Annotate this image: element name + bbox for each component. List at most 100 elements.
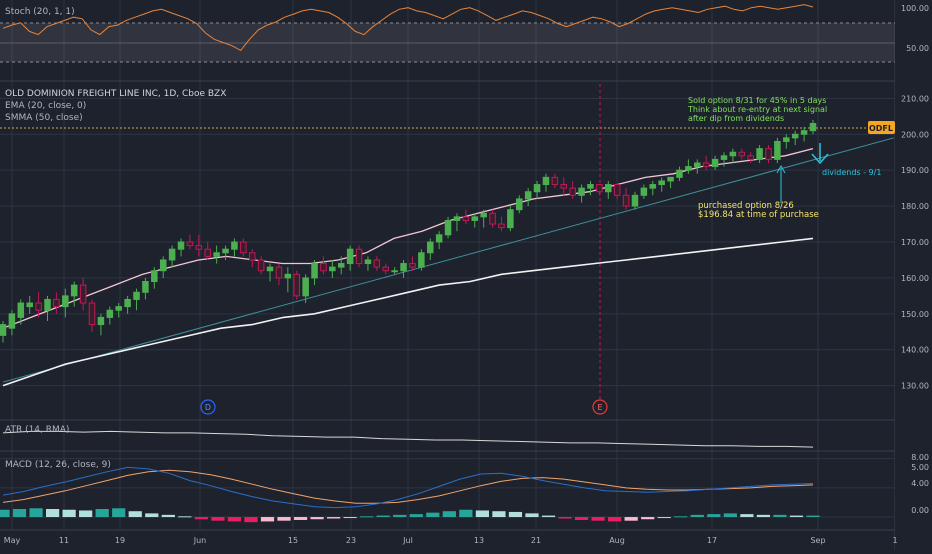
ema-legend: EMA (20, close, 0) — [5, 101, 86, 111]
candle — [26, 295, 33, 314]
price-tick: 200.00 — [901, 130, 929, 139]
candle — [702, 155, 710, 171]
time-tick-sep: Sep — [810, 536, 825, 545]
macd-histogram-bar — [674, 516, 688, 518]
sold-annotation-line2: Think about re-entry at next signal — [687, 105, 827, 114]
candle — [605, 180, 612, 199]
price-tick: 160.00 — [901, 274, 929, 283]
candle — [711, 155, 719, 171]
macd-histogram-bar — [211, 517, 225, 521]
candle — [17, 299, 25, 325]
candle — [320, 256, 327, 275]
macd-histogram-bar — [128, 511, 142, 518]
candle — [551, 173, 559, 189]
dividend-marker[interactable]: D — [200, 399, 216, 415]
macd-histogram-bar — [426, 512, 440, 518]
candle — [142, 277, 149, 300]
price-tick: 140.00 — [901, 346, 929, 355]
candle — [569, 180, 576, 199]
earnings-marker-label: E — [597, 403, 602, 412]
time-tick-may: May — [4, 536, 21, 545]
candle — [649, 180, 657, 196]
candle — [791, 130, 799, 146]
candle — [622, 188, 630, 210]
macd-histogram-bar — [393, 514, 407, 518]
candle — [124, 295, 131, 314]
price-axis[interactable]: 100.00 50.00 210.00 200.00 190.00 180.00 170… — [868, 0, 932, 550]
macd-histogram-bar — [327, 517, 341, 519]
candle — [578, 184, 585, 203]
macd-histogram-bar — [475, 510, 489, 518]
macd-histogram-bar — [789, 515, 804, 518]
candle — [596, 184, 603, 196]
price-tick: 150.00 — [901, 310, 929, 319]
candle — [613, 184, 621, 199]
macd-histogram-bar — [756, 514, 771, 518]
candle — [151, 267, 158, 289]
candle — [346, 245, 354, 271]
candle — [453, 213, 461, 232]
candle — [507, 206, 514, 232]
atr-series — [2, 430, 814, 448]
price-ticks: 210.00 200.00 190.00 180.00 170.00 160.00 150.… — [901, 94, 929, 390]
macd-histogram-bar — [161, 514, 175, 518]
candle — [195, 234, 203, 257]
symbol-title: OLD DOMINION FREIGHT LINE INC, 1D, Cboe … — [5, 89, 226, 99]
atr-label: ATR (14, RMA) — [5, 425, 69, 435]
macd-histogram-bar — [624, 517, 638, 521]
candle — [533, 180, 541, 199]
candle — [516, 195, 523, 214]
candle — [159, 256, 167, 278]
dividend-marker-label: D — [205, 403, 211, 412]
trendline[interactable] — [2, 137, 894, 383]
candle — [685, 159, 692, 174]
candle — [329, 259, 336, 278]
candle — [293, 270, 300, 300]
stoch-line — [2, 4, 814, 52]
price-tick: 210.00 — [901, 94, 929, 103]
time-axis[interactable]: May 11 19 Jun 15 23 Jul 13 21 Aug 17 Sep… — [4, 536, 898, 545]
price-tick: 170.00 — [901, 238, 929, 247]
purchased-annotation[interactable]: purchased option 8/26 $196.84 at time of… — [698, 164, 819, 220]
candle — [62, 288, 69, 318]
macd-histogram-bar — [806, 515, 820, 518]
candle — [391, 267, 398, 275]
macd-tick-0: 0.00 — [911, 506, 929, 515]
macd-label: MACD (12, 26, close, 9) — [5, 460, 111, 470]
candle — [35, 292, 42, 318]
macd-histogram-bar — [442, 511, 456, 518]
macd-tick-4: 4.00 — [911, 479, 929, 488]
dividend-annotation[interactable]: dividends - 9/1 — [811, 143, 881, 177]
smma-line — [2, 237, 814, 387]
dividend-arrow-icon — [811, 153, 829, 165]
candle — [524, 188, 532, 207]
macd-histogram-bar — [12, 509, 27, 518]
candle — [409, 256, 416, 271]
candle — [177, 238, 185, 257]
macd-histogram-bar — [95, 509, 109, 518]
candle — [756, 145, 763, 163]
macd-histogram-bar — [409, 514, 423, 518]
time-tick-23: 23 — [346, 536, 356, 545]
price-tick: 190.00 — [901, 166, 929, 175]
macd-histogram-bar — [740, 514, 754, 518]
sold-annotation[interactable]: Sold option 8/31 for 45% in 5 days Think… — [687, 96, 827, 123]
stoch-label: Stoch (20, 1, 1) — [5, 7, 75, 17]
time-tick-11: 11 — [59, 536, 69, 545]
ticker-badge[interactable]: ODFL — [868, 121, 895, 134]
candle — [471, 213, 479, 228]
macd-histogram-bar — [145, 513, 159, 518]
macd-line — [2, 466, 814, 509]
candle — [489, 209, 496, 228]
candle — [266, 263, 274, 282]
macd-histogram-bar — [376, 515, 390, 518]
candle — [115, 303, 122, 318]
macd-histogram-bar — [657, 517, 671, 519]
macd-histogram-bar — [508, 511, 523, 518]
earnings-marker[interactable]: E — [592, 399, 608, 415]
macd-histogram-bar — [773, 514, 787, 518]
candle — [480, 209, 487, 228]
macd-tick-8: 8.00 — [911, 453, 929, 462]
